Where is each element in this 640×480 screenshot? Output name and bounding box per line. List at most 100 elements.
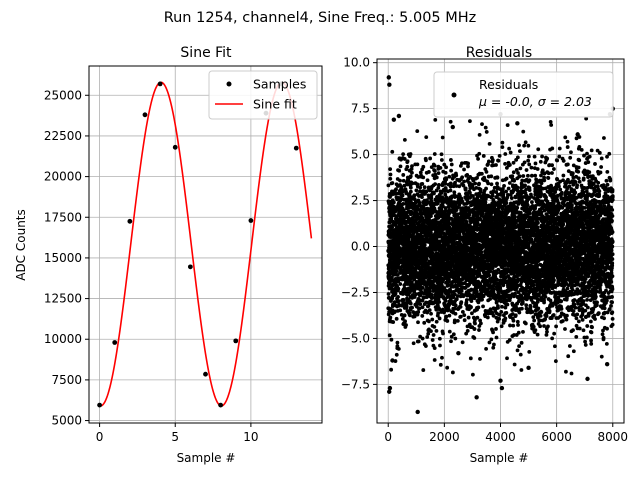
- residual-point: [420, 336, 425, 341]
- residual-point: [489, 174, 494, 179]
- residual-point: [403, 201, 408, 206]
- residual-point: [408, 152, 413, 156]
- residual-point: [408, 185, 413, 190]
- residual-point: [438, 343, 442, 348]
- residual-point: [386, 292, 391, 296]
- residual-point: [512, 362, 517, 367]
- residual-point: [410, 305, 414, 310]
- sine-fit-y-tick-label: 22500: [44, 129, 82, 143]
- residual-point: [434, 175, 439, 180]
- residual-point: [460, 340, 465, 345]
- residual-point: [478, 357, 482, 361]
- residual-point: [519, 368, 524, 372]
- residual-point: [522, 143, 527, 148]
- residual-point: [420, 195, 424, 200]
- residual-point: [503, 316, 508, 321]
- sine-fit-y-tick-label: 15000: [44, 251, 82, 265]
- sine-fit-y-tick-label: 5000: [51, 414, 82, 428]
- residual-point: [449, 162, 454, 167]
- residual-point: [443, 170, 448, 175]
- sine-fit-y-tick-label: 25000: [44, 88, 82, 102]
- residual-point: [518, 149, 522, 154]
- residual-point: [415, 162, 420, 167]
- residual-point: [431, 301, 436, 306]
- residual-point: [426, 331, 431, 336]
- residual-point: [481, 154, 486, 158]
- residual-point: [462, 167, 466, 172]
- residual-point: [519, 306, 524, 311]
- residual-point: [512, 214, 517, 219]
- residual-point: [507, 163, 512, 167]
- residual-point: [517, 143, 521, 148]
- residual-point: [489, 182, 494, 187]
- residual-point: [500, 145, 505, 149]
- residual-point: [401, 292, 405, 296]
- residual-point: [484, 130, 489, 134]
- residual-point: [444, 314, 448, 319]
- residual-point: [424, 158, 428, 163]
- residual-point: [497, 316, 502, 321]
- residual-point: [506, 186, 511, 191]
- residual-point: [500, 140, 505, 145]
- residual-point: [511, 323, 516, 328]
- residual-point: [504, 176, 509, 181]
- residual-point: [523, 140, 528, 145]
- residual-point: [504, 311, 509, 315]
- residual-point: [398, 282, 403, 286]
- residual-point: [449, 158, 453, 162]
- residual-point: [437, 300, 442, 304]
- residual-point: [462, 313, 467, 318]
- residual-point: [401, 201, 406, 206]
- residual-point: [511, 170, 516, 175]
- sample-point: [112, 340, 118, 345]
- sine-fit-legend-label: Sine fit: [253, 97, 297, 112]
- residual-point: [443, 181, 448, 186]
- residual-point: [408, 189, 413, 194]
- residual-point: [502, 184, 506, 188]
- residual-point: [518, 352, 523, 357]
- residual-point: [389, 337, 394, 342]
- residual-point: [520, 301, 525, 305]
- residual-point: [432, 163, 437, 168]
- residual-point: [414, 188, 419, 193]
- sine-fit-x-tick-label: 0: [96, 430, 104, 444]
- residual-point: [478, 187, 483, 192]
- residual-point: [401, 178, 406, 183]
- residual-point: [429, 293, 434, 297]
- residual-point: [447, 329, 452, 334]
- residual-point: [475, 315, 480, 320]
- residual-point: [389, 367, 394, 372]
- residual-point: [473, 321, 477, 326]
- residual-point: [505, 123, 510, 128]
- sample-point: [127, 218, 133, 224]
- residual-point: [449, 339, 453, 344]
- residual-point: [394, 352, 399, 357]
- residual-point: [390, 181, 395, 185]
- residual-point: [484, 186, 488, 191]
- residual-point: [416, 339, 421, 344]
- residual-point: [400, 316, 405, 321]
- residual-point: [432, 191, 436, 196]
- residual-point: [397, 168, 402, 173]
- residual-point: [412, 193, 417, 198]
- residual-point: [447, 313, 452, 318]
- sine-fit-curve: [99, 81, 313, 407]
- residual-point: [432, 358, 437, 362]
- residual-point: [425, 335, 430, 339]
- residual-point: [420, 215, 425, 220]
- residual-point: [388, 176, 393, 181]
- residual-point: [433, 117, 438, 122]
- residual-point: [439, 152, 444, 157]
- residual-point: [515, 319, 520, 324]
- residual-point: [408, 301, 413, 306]
- residual-point: [388, 315, 393, 320]
- residual-point: [421, 175, 426, 180]
- residual-point: [444, 177, 449, 182]
- sine-fit-grid: [89, 66, 322, 423]
- residual-point: [521, 329, 525, 334]
- residual-point: [494, 335, 499, 340]
- residual-point: [518, 166, 523, 171]
- residual-point: [488, 269, 493, 274]
- residual-point: [431, 333, 436, 337]
- residual-point: [401, 173, 406, 177]
